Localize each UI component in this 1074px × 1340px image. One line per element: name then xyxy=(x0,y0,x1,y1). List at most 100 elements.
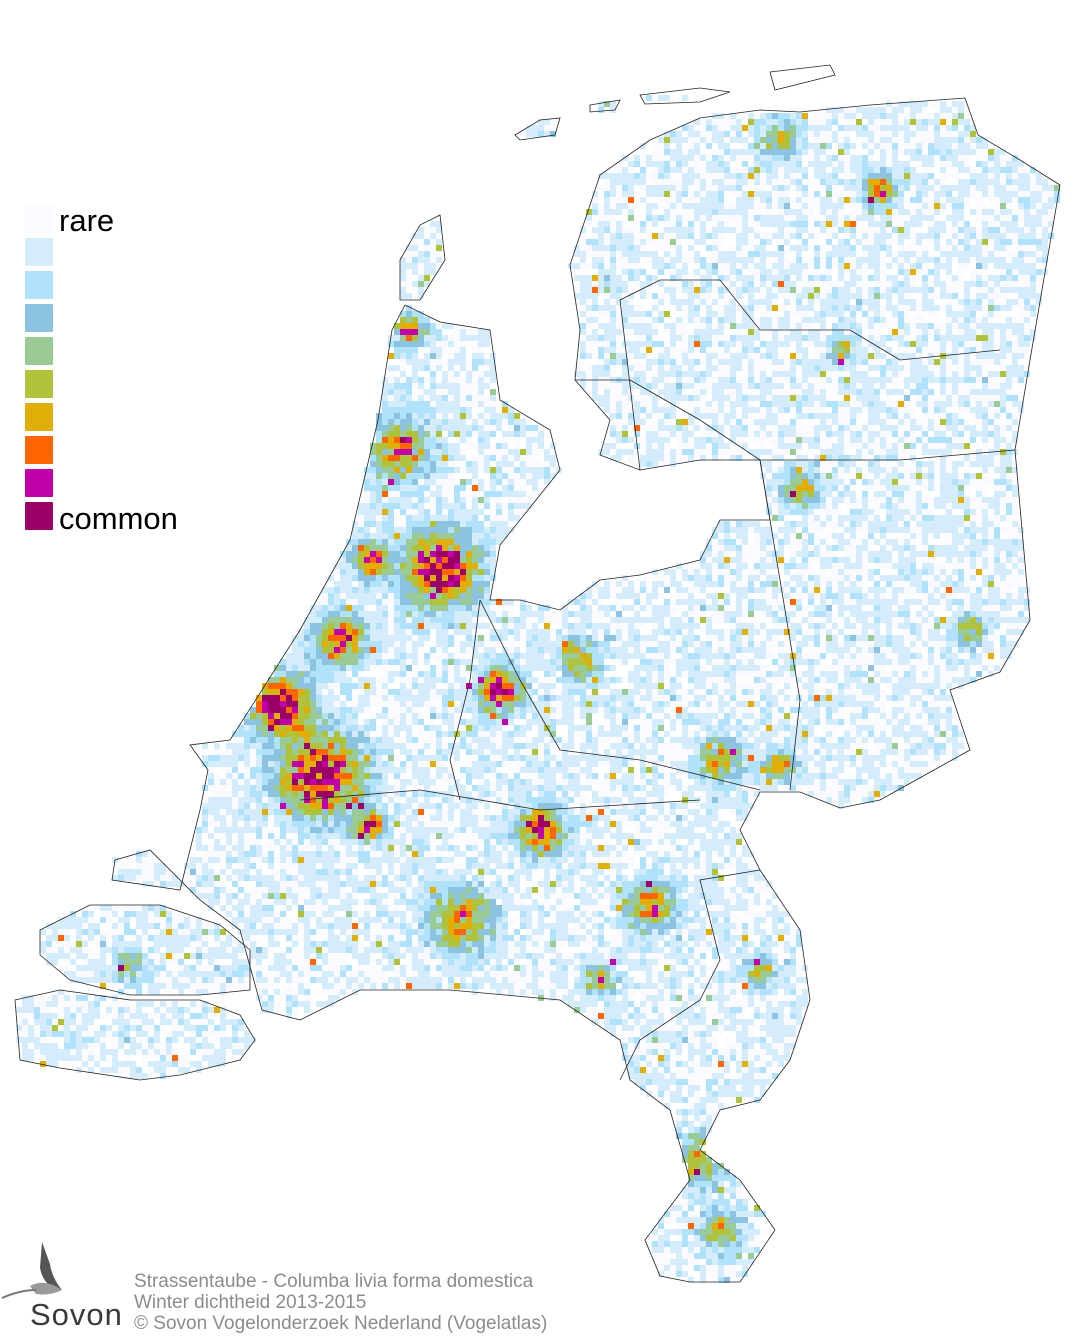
density-cell xyxy=(736,383,742,389)
density-cell xyxy=(934,113,940,119)
density-cell xyxy=(904,299,910,305)
density-cell xyxy=(988,197,994,203)
density-cell xyxy=(424,281,430,287)
density-cell xyxy=(964,299,970,305)
density-cell xyxy=(604,227,610,233)
density-cell xyxy=(934,323,940,329)
density-cell xyxy=(832,449,838,455)
density-cell xyxy=(976,413,982,419)
density-cell xyxy=(730,341,736,347)
density-cell xyxy=(922,173,928,179)
density-cell xyxy=(970,281,976,287)
density-cell xyxy=(706,335,712,341)
density-cell xyxy=(802,131,808,137)
density-cell xyxy=(802,119,808,125)
density-cell xyxy=(904,251,910,257)
density-cell xyxy=(874,185,880,191)
density-cell xyxy=(802,497,808,503)
density-cell xyxy=(898,473,904,479)
density-cell xyxy=(928,299,934,305)
density-cell xyxy=(964,323,970,329)
density-cell xyxy=(826,371,832,377)
density-cell xyxy=(958,119,964,125)
density-cell xyxy=(430,461,436,467)
density-cell xyxy=(898,491,904,497)
density-cell xyxy=(400,509,406,515)
density-cell xyxy=(706,449,712,455)
density-cell xyxy=(802,221,808,227)
density-cell xyxy=(700,209,706,215)
density-cell xyxy=(898,185,904,191)
density-cell xyxy=(448,443,454,449)
density-cell xyxy=(970,389,976,395)
density-cell xyxy=(694,95,700,101)
density-cell xyxy=(382,377,388,383)
density-cell xyxy=(526,467,532,473)
density-cell xyxy=(580,275,586,281)
density-cell xyxy=(742,407,748,413)
density-cell xyxy=(1000,335,1006,341)
density-cell xyxy=(994,341,1000,347)
density-cell xyxy=(1006,407,1012,413)
density-cell xyxy=(400,335,406,341)
density-cell xyxy=(574,275,580,281)
density-cell xyxy=(664,299,670,305)
density-cell xyxy=(724,293,730,299)
density-cell xyxy=(802,227,808,233)
density-cell xyxy=(436,257,442,263)
density-cell xyxy=(844,179,850,185)
density-cell xyxy=(400,521,406,527)
density-cell xyxy=(712,215,718,221)
density-cell xyxy=(772,377,778,383)
density-cell xyxy=(994,491,1000,497)
density-cell xyxy=(910,119,916,125)
density-cell xyxy=(1012,329,1018,335)
density-cell xyxy=(916,287,922,293)
density-cell xyxy=(394,407,400,413)
density-cell xyxy=(670,215,676,221)
density-cell xyxy=(592,317,598,323)
density-cell xyxy=(898,137,904,143)
density-cell xyxy=(766,419,772,425)
density-cell xyxy=(1030,209,1036,215)
density-cell xyxy=(874,353,880,359)
density-cell xyxy=(892,131,898,137)
density-cell xyxy=(604,323,610,329)
density-cell xyxy=(424,257,430,263)
density-cell xyxy=(634,269,640,275)
density-cell xyxy=(370,455,376,461)
density-cell xyxy=(898,479,904,485)
density-cell xyxy=(868,197,874,203)
density-cell xyxy=(814,365,820,371)
density-cell xyxy=(874,329,880,335)
density-cell xyxy=(526,503,532,509)
density-cell xyxy=(688,215,694,221)
density-cell xyxy=(904,317,910,323)
density-cell xyxy=(952,155,958,161)
density-cell xyxy=(430,425,436,431)
density-cell xyxy=(448,515,454,521)
density-cell xyxy=(454,395,460,401)
density-cell xyxy=(670,359,676,365)
density-cell xyxy=(808,149,814,155)
density-cell xyxy=(850,401,856,407)
density-cell xyxy=(970,347,976,353)
density-cell xyxy=(640,227,646,233)
density-cell xyxy=(814,329,820,335)
density-cell xyxy=(586,365,592,371)
density-cell xyxy=(514,491,520,497)
density-cell xyxy=(730,437,736,443)
density-cell xyxy=(1012,461,1018,467)
density-cell xyxy=(694,383,700,389)
density-cell xyxy=(592,197,598,203)
density-cell xyxy=(670,395,676,401)
density-cell xyxy=(622,437,628,443)
density-cell xyxy=(460,503,466,509)
density-cell xyxy=(766,275,772,281)
density-cell xyxy=(964,383,970,389)
density-cell xyxy=(766,191,772,197)
density-cell xyxy=(856,425,862,431)
density-cell xyxy=(616,173,622,179)
density-cell xyxy=(670,155,676,161)
density-cell xyxy=(634,179,640,185)
